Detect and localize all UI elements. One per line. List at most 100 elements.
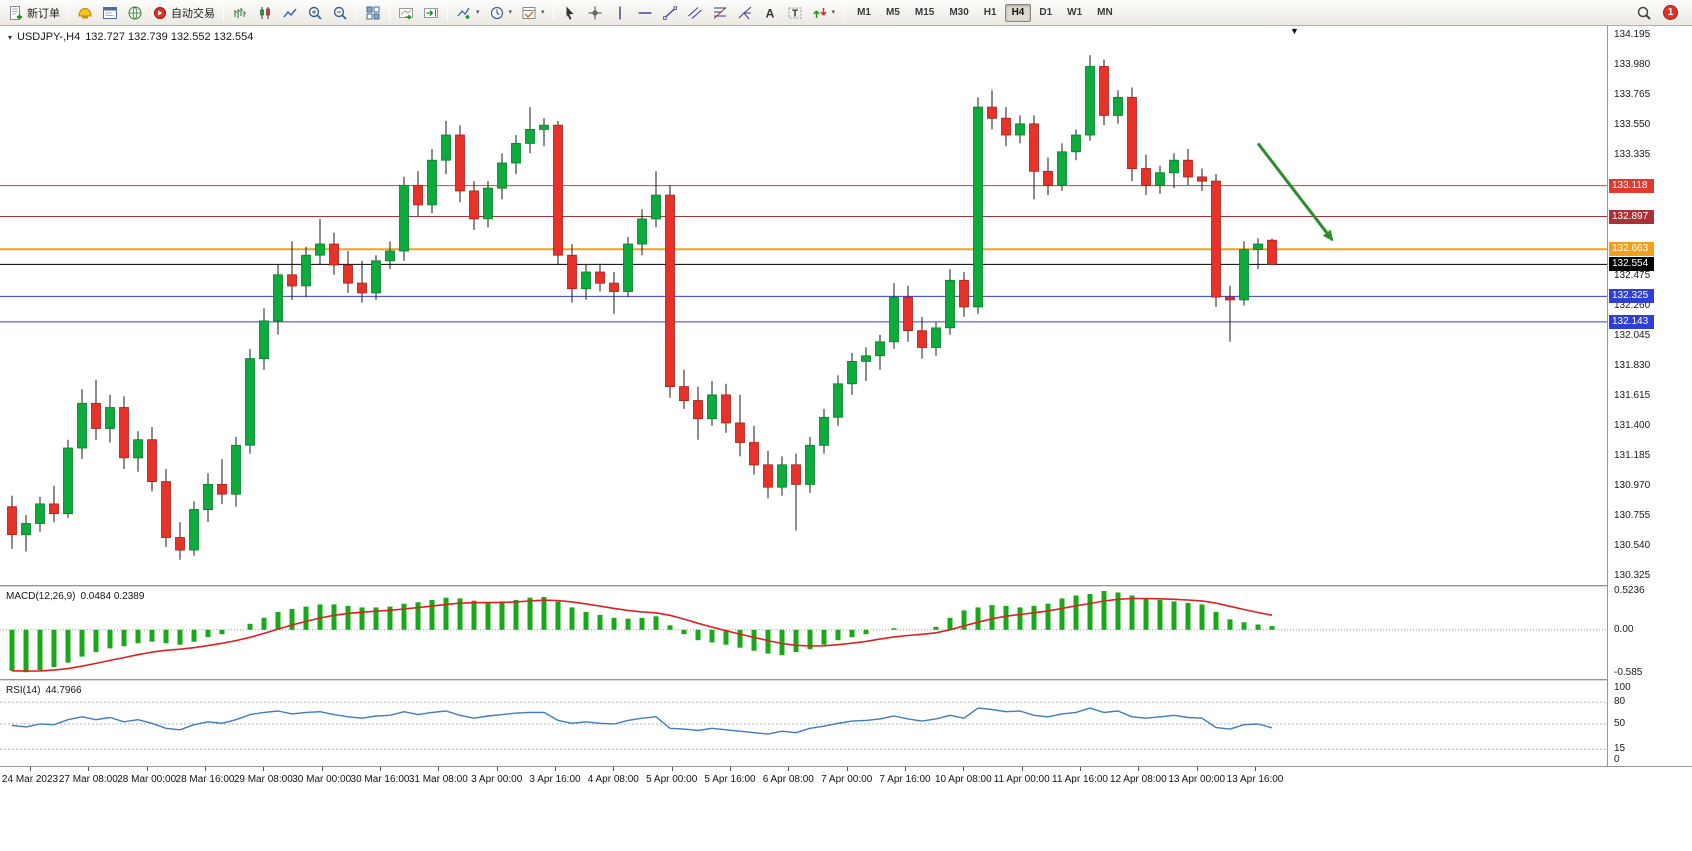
- equidistant-channel-button[interactable]: [683, 2, 707, 24]
- timeframe-group: M1 M5 M15 M30 H1 H4 D1 W1 MN: [850, 3, 1120, 22]
- timeframe-M30[interactable]: M30: [942, 4, 975, 22]
- auto-scroll-button[interactable]: [394, 2, 418, 24]
- time-tick: [496, 767, 498, 771]
- macd-axis-label: -0.585: [1614, 667, 1643, 679]
- price-axis[interactable]: 134.195 133.980 133.765 133.550 133.335 132.4…: [1607, 26, 1692, 766]
- panel-separator[interactable]: [0, 585, 1692, 588]
- candle-body: [287, 274, 297, 287]
- time-tick: [613, 767, 615, 771]
- template-icon: [522, 6, 536, 19]
- new-order-icon: [10, 5, 22, 20]
- candlestick-chart-button[interactable]: [253, 2, 277, 24]
- periods-button[interactable]: ▾: [485, 2, 517, 24]
- timeframe-M15[interactable]: M15: [908, 4, 941, 22]
- timeframe-M5[interactable]: M5: [879, 4, 907, 22]
- time-axis-label: 27 Mar 08:00: [58, 774, 118, 785]
- candle-body: [119, 407, 129, 459]
- chart-shift-marker[interactable]: ▼: [1290, 26, 1299, 36]
- price-tick-label: 131.615: [1614, 389, 1651, 401]
- time-tick: [788, 767, 790, 771]
- terminal-button[interactable]: [98, 2, 122, 24]
- svg-text:T: T: [791, 8, 797, 19]
- zoom-out-icon: [333, 6, 347, 20]
- rsi-axis-label: 100: [1614, 681, 1631, 693]
- candle-body: [357, 282, 367, 294]
- time-axis-label: 7 Apr 00:00: [821, 774, 873, 785]
- time-axis-label: 3 Apr 16:00: [529, 774, 581, 785]
- chart-shift-button[interactable]: [419, 2, 443, 24]
- candle-body: [973, 106, 983, 308]
- price-tick-label: 132.260: [1614, 299, 1651, 311]
- tile-windows-button[interactable]: [361, 2, 385, 24]
- timeframe-M1[interactable]: M1: [850, 4, 878, 22]
- candle-body: [315, 243, 325, 256]
- candle-body: [1267, 239, 1277, 265]
- candle-body: [763, 464, 773, 488]
- time-axis[interactable]: 24 Mar 2023 27 Mar 08:00 28 Mar 00:00 28 Ma…: [0, 766, 1692, 792]
- rsi-axis-label: 80: [1614, 696, 1626, 708]
- candle-body: [903, 296, 913, 332]
- line-chart-button[interactable]: [278, 2, 302, 24]
- time-axis-label: 28 Mar 16:00: [175, 774, 235, 785]
- chevron-down-icon: ▾: [831, 9, 836, 16]
- one-click-trading-toggle[interactable]: ▾: [8, 33, 13, 42]
- candlestick-icon: [260, 6, 270, 19]
- trendline-button[interactable]: [658, 2, 682, 24]
- andrews-pitchfork-button[interactable]: [733, 2, 757, 24]
- rsi-panel[interactable]: [0, 682, 1607, 766]
- cursor-button[interactable]: [558, 2, 582, 24]
- candle-body: [1015, 123, 1025, 136]
- templates-button[interactable]: ▾: [517, 2, 549, 24]
- autotrading-button[interactable]: 自动交易: [148, 2, 219, 24]
- time-tick: [380, 767, 381, 771]
- macd-name: MACD(12,26,9): [6, 591, 76, 602]
- price-tick-label: 133.980: [1614, 59, 1651, 71]
- candle-body: [231, 444, 241, 495]
- new-order-button[interactable]: 新订单: [4, 2, 64, 24]
- candlestick-chart-area[interactable]: [0, 26, 1607, 585]
- crosshair-button[interactable]: [583, 2, 607, 24]
- arrow-objects-button[interactable]: ▾: [808, 2, 840, 24]
- trend-arrow-annotation[interactable]: [1256, 142, 1334, 242]
- notification-badge[interactable]: 1: [1663, 5, 1678, 20]
- time-tick: [730, 767, 731, 771]
- macd-panel[interactable]: [0, 588, 1607, 679]
- zoom-out-button[interactable]: [328, 2, 352, 24]
- timeframe-H1[interactable]: H1: [977, 4, 1004, 22]
- time-axis-label: 31 Mar 08:00: [408, 774, 468, 785]
- candle-body: [399, 184, 409, 252]
- candle-body: [245, 358, 255, 446]
- chart-ohlc-values: 132.727 132.739 132.552 132.554: [85, 31, 254, 43]
- strategy-tester-button[interactable]: [123, 2, 147, 24]
- toolbar-separator: [843, 4, 845, 21]
- timeframe-W1[interactable]: W1: [1060, 4, 1089, 22]
- timeframe-D1[interactable]: D1: [1032, 4, 1059, 22]
- fibonacci-button[interactable]: [708, 2, 732, 24]
- text-label-button[interactable]: T: [783, 2, 807, 24]
- candle-body: [1197, 176, 1207, 182]
- candle-body: [805, 444, 815, 485]
- bar-chart-button[interactable]: [228, 2, 252, 24]
- panel-separator[interactable]: [0, 679, 1692, 682]
- price-tick-label: 130.540: [1614, 539, 1651, 551]
- search-button[interactable]: [1632, 2, 1656, 24]
- price-tick-label: 133.765: [1614, 89, 1651, 101]
- candle-body: [217, 483, 227, 495]
- macd-values: 0.0484 0.2389: [80, 591, 145, 602]
- timeframe-MN[interactable]: MN: [1090, 4, 1120, 22]
- text-label-icon: T: [788, 7, 802, 19]
- metaeditor-button[interactable]: [73, 2, 97, 24]
- horizontal-line-button[interactable]: [633, 2, 657, 24]
- fibonacci-icon: [713, 6, 726, 19]
- text-button[interactable]: A: [758, 2, 782, 24]
- zoom-in-button[interactable]: [303, 2, 327, 24]
- candle-body: [539, 124, 549, 130]
- time-axis-label: 4 Apr 08:00: [587, 774, 639, 785]
- indicators-button[interactable]: ▾: [452, 2, 484, 24]
- vertical-line-button[interactable]: [608, 2, 632, 24]
- chart-symbol-period: USDJPY-,H4: [17, 31, 81, 43]
- candle-body: [329, 243, 339, 266]
- timeframe-H4[interactable]: H4: [1004, 3, 1032, 22]
- candle-body: [133, 439, 143, 459]
- price-tick-label: 131.830: [1614, 359, 1651, 371]
